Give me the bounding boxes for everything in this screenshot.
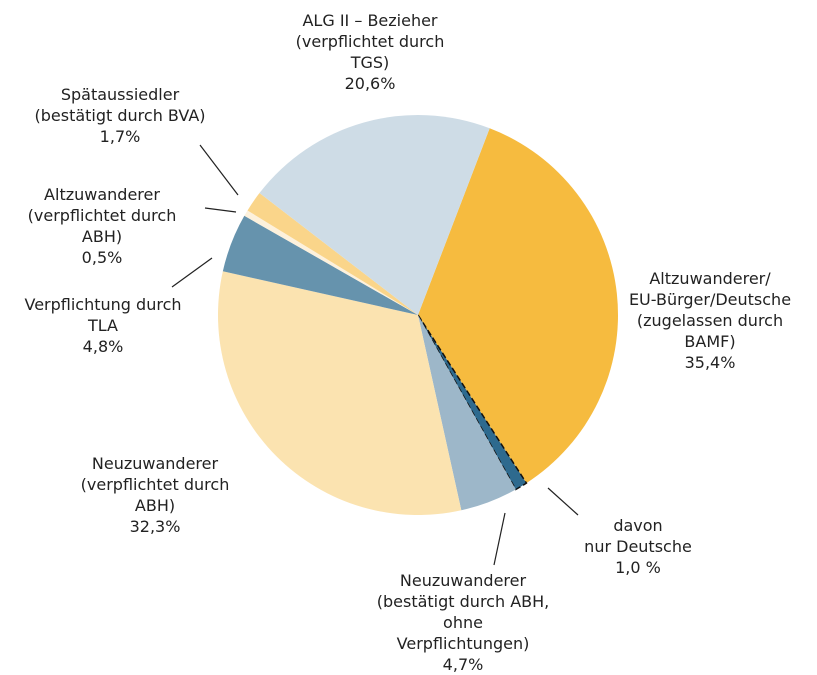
pie-slice bbox=[222, 215, 418, 315]
value-label: 32,3% bbox=[129, 517, 181, 536]
pie-slice bbox=[217, 271, 462, 515]
pie-slice bbox=[247, 193, 418, 315]
value-label: 1,7% bbox=[99, 127, 141, 146]
value-label: 0,5% bbox=[81, 248, 123, 267]
category-label: Verpflichtung durch TLA bbox=[24, 295, 182, 335]
pie-slice bbox=[417, 314, 528, 491]
category-label: Altzuwanderer (verpflichtet durch ABH) bbox=[27, 185, 177, 246]
leader-line bbox=[199, 144, 239, 196]
value-label: 20,6% bbox=[344, 74, 396, 93]
leader-line bbox=[171, 257, 213, 288]
category-label: davon nur Deutsche bbox=[584, 516, 692, 556]
slice-label: Spätaussiedler (bestätigt durch BVA) 1,7% bbox=[0, 84, 250, 147]
value-label: 4,7% bbox=[442, 655, 484, 674]
category-label: ALG II – Bezieher (verpflichtet durch TG… bbox=[295, 11, 445, 72]
pie-slice bbox=[418, 128, 618, 484]
slice-label: Neuzuwanderer (bestätigt durch ABH, ohne… bbox=[333, 570, 593, 675]
slice-label: Neuzuwanderer (verpflichtet durch ABH) 32… bbox=[25, 453, 285, 537]
value-label: 35,4% bbox=[684, 353, 736, 372]
slice-label: davon nur Deutsche 1,0 % bbox=[508, 515, 768, 578]
value-label: 4,8% bbox=[82, 337, 124, 356]
slice-label: Altzuwanderer/ EU-Bürger/Deutsche (zugel… bbox=[580, 268, 817, 373]
slice-label: Altzuwanderer (verpflichtet durch ABH) 0,… bbox=[0, 184, 232, 268]
category-label: Spätaussiedler (bestätigt durch BVA) bbox=[34, 85, 206, 125]
category-label: Neuzuwanderer (bestätigt durch ABH, ohne… bbox=[376, 571, 550, 653]
leader-line bbox=[493, 512, 506, 566]
value-label: 1,0 % bbox=[615, 558, 661, 577]
category-label: Neuzuwanderer (verpflichtet durch ABH) bbox=[80, 454, 230, 515]
category-label: Altzuwanderer/ EU-Bürger/Deutsche (zugel… bbox=[628, 269, 792, 351]
slice-label: ALG II – Bezieher (verpflichtet durch TG… bbox=[240, 10, 500, 94]
leader-line bbox=[204, 207, 237, 213]
pie-slice bbox=[418, 315, 516, 511]
pie-slice bbox=[259, 115, 490, 315]
leader-line bbox=[547, 487, 579, 516]
slice-label: Verpflichtung durch TLA 4,8% bbox=[0, 294, 233, 357]
pie-slice bbox=[244, 210, 418, 315]
